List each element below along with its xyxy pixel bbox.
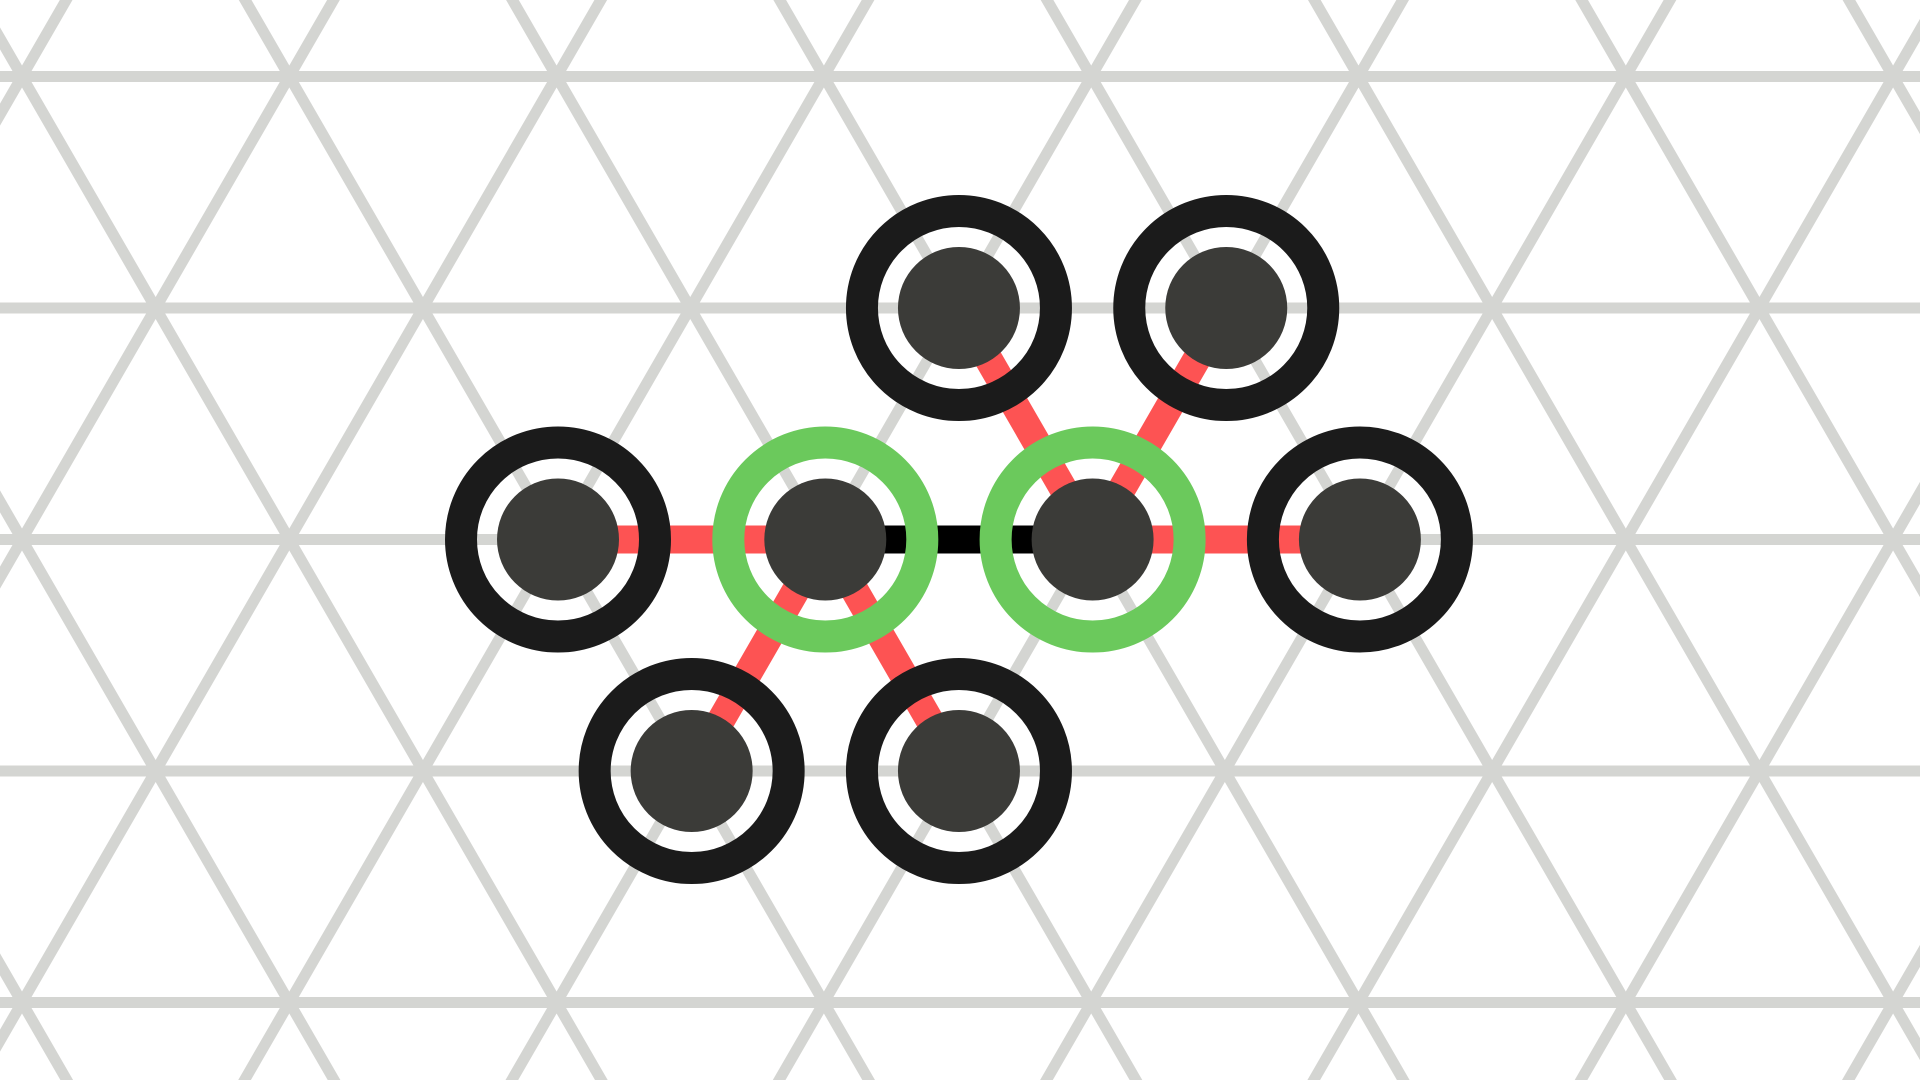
node-ring (1246, 426, 1473, 653)
node-n3-black-ring[interactable] (445, 426, 671, 653)
grid-line-diagonal-up (1574, 481, 1920, 1080)
node-stone (1165, 247, 1288, 369)
node-stone (897, 710, 1020, 832)
grid-line-diagonal-up (0, 0, 608, 1052)
node-n7-black-ring[interactable] (578, 658, 805, 884)
node-ring (578, 658, 805, 884)
node-n1-black-ring[interactable] (845, 195, 1072, 421)
node-ring (979, 426, 1206, 653)
node-ring (845, 195, 1072, 421)
node-n8-black-ring[interactable] (845, 658, 1072, 884)
node-n5-green-ring[interactable] (979, 426, 1206, 653)
node-stone (764, 478, 887, 601)
node-ring (445, 426, 671, 653)
node-stone (497, 478, 619, 601)
node-n4-green-ring[interactable] (712, 426, 939, 653)
node-layer (445, 195, 1473, 884)
node-ring (712, 426, 939, 653)
node-n6-black-ring[interactable] (1246, 426, 1473, 653)
node-ring (845, 658, 1072, 884)
node-ring (1113, 195, 1340, 421)
node-stone (1298, 478, 1421, 601)
edge-layer (558, 301, 1360, 778)
node-stone (1031, 478, 1154, 601)
grid-line-diagonal-up (1307, 18, 1920, 1080)
node-n2-black-ring[interactable] (1113, 195, 1340, 421)
node-stone (630, 710, 753, 832)
grid-line-diagonal-up (0, 0, 340, 589)
node-stone (897, 247, 1020, 369)
